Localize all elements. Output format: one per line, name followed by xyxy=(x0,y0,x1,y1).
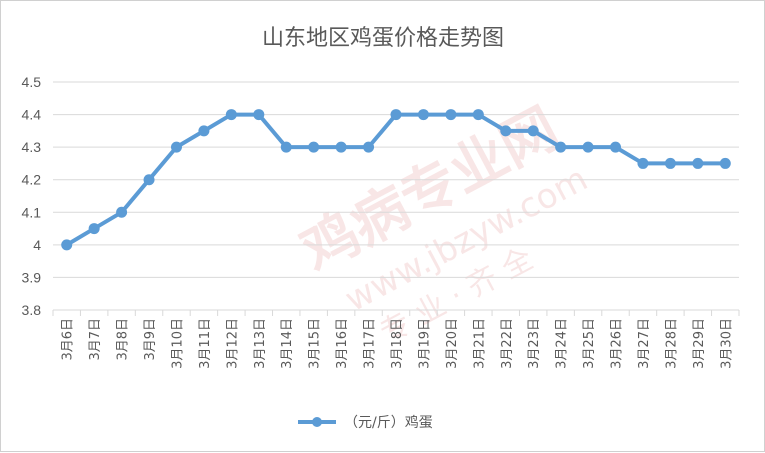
x-tick-label: 3月27日 xyxy=(637,318,652,369)
data-point[interactable] xyxy=(61,239,73,251)
data-point[interactable] xyxy=(198,125,210,137)
x-tick-label: 3月7日 xyxy=(88,318,103,361)
x-tick-label: 3月13日 xyxy=(253,318,268,369)
x-tick-label: 3月21日 xyxy=(472,318,487,369)
x-tick-label: 3月6日 xyxy=(61,318,76,361)
data-point[interactable] xyxy=(500,125,512,137)
data-point[interactable] xyxy=(610,141,622,153)
x-tick-label: 3月12日 xyxy=(225,318,240,369)
x-tick-label: 3月29日 xyxy=(692,318,707,369)
legend[interactable]: （元/斤）鸡蛋 xyxy=(298,414,433,431)
x-tick-label: 3月22日 xyxy=(500,318,515,369)
data-point[interactable] xyxy=(692,157,704,169)
x-tick-label: 3月28日 xyxy=(664,318,679,369)
y-tick-label: 4.4 xyxy=(22,107,42,123)
data-point[interactable] xyxy=(225,109,237,121)
series-layer xyxy=(61,109,731,251)
data-point[interactable] xyxy=(335,141,347,153)
data-point[interactable] xyxy=(582,141,594,153)
y-tick-label: 4.2 xyxy=(22,172,42,188)
x-tick-label: 3月10日 xyxy=(170,318,185,369)
data-point[interactable] xyxy=(170,141,182,153)
legend-label: （元/斤）鸡蛋 xyxy=(344,414,433,431)
data-point[interactable] xyxy=(472,109,484,121)
y-tick-label: 3.9 xyxy=(22,269,42,285)
data-point[interactable] xyxy=(280,141,292,153)
x-tick-label: 3月23日 xyxy=(527,318,542,369)
data-point[interactable] xyxy=(253,109,265,121)
y-tick-label: 4 xyxy=(33,237,41,253)
x-tick-label: 3月8日 xyxy=(116,318,131,361)
data-point[interactable] xyxy=(116,206,128,218)
data-point[interactable] xyxy=(445,109,457,121)
data-point[interactable] xyxy=(308,141,320,153)
x-tick-label: 3月19日 xyxy=(417,318,432,369)
x-tick-label: 3月26日 xyxy=(610,318,625,369)
data-point[interactable] xyxy=(664,157,676,169)
data-point[interactable] xyxy=(719,157,731,169)
x-tick-label: 3月17日 xyxy=(363,318,378,369)
x-tick-label: 3月18日 xyxy=(390,318,405,369)
data-point[interactable] xyxy=(390,109,402,121)
x-tick-label: 3月11日 xyxy=(198,318,213,369)
data-point[interactable] xyxy=(637,157,649,169)
chart-title: 山东地区鸡蛋价格走势图 xyxy=(262,26,504,51)
gridlines xyxy=(53,81,739,311)
y-axis-ticks: 4.5 4.4 4.3 4.2 4.1 4 3.9 3.8 xyxy=(22,74,42,318)
legend-marker-swatch xyxy=(312,417,322,427)
x-tick-label: 3月20日 xyxy=(445,318,460,369)
x-tick-label: 3月25日 xyxy=(582,318,597,369)
x-tick-label: 3月24日 xyxy=(555,318,570,369)
y-tick-label: 4.1 xyxy=(22,204,42,220)
data-point[interactable] xyxy=(555,141,567,153)
y-tick-label: 3.8 xyxy=(22,302,42,318)
x-tick-label: 3月9日 xyxy=(143,318,158,361)
data-point[interactable] xyxy=(417,109,429,121)
x-tick-label: 3月15日 xyxy=(308,318,323,369)
data-point[interactable] xyxy=(88,223,100,235)
x-tick-label: 3月30日 xyxy=(719,318,734,369)
x-tick-label: 3月14日 xyxy=(280,318,295,369)
data-point[interactable] xyxy=(527,125,539,137)
x-tick-label: 3月16日 xyxy=(335,318,350,369)
x-axis: 3月6日 3月7日 3月8日 3月9日 3月10日 3月11日 3月12日 3月13日 3月14… xyxy=(52,310,740,369)
data-point[interactable] xyxy=(143,174,155,186)
y-tick-label: 4.5 xyxy=(22,74,42,90)
y-tick-label: 4.3 xyxy=(22,139,42,155)
data-point[interactable] xyxy=(363,141,375,153)
